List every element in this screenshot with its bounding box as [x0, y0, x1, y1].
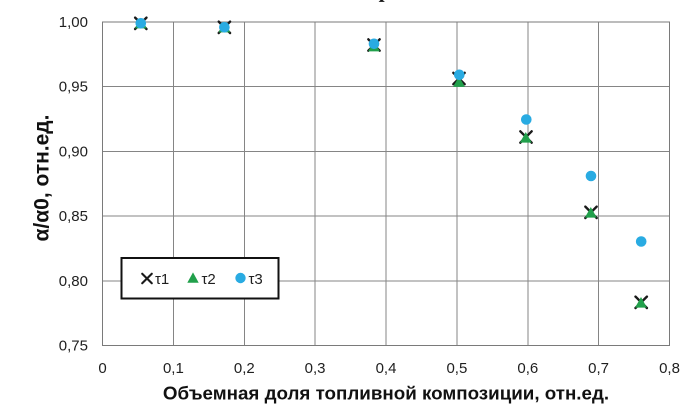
svg-text:0,90: 0,90	[59, 143, 88, 160]
svg-text:0,3: 0,3	[305, 360, 326, 377]
svg-text:0,75: 0,75	[59, 338, 88, 355]
svg-text:1,00: 1,00	[59, 14, 88, 31]
svg-text:0,8: 0,8	[659, 360, 680, 377]
svg-text:0,5: 0,5	[446, 360, 467, 377]
svg-text:0,1: 0,1	[163, 360, 184, 377]
svg-text:0,6: 0,6	[517, 360, 538, 377]
svg-text:0,2: 0,2	[234, 360, 255, 377]
svg-text:τ3: τ3	[249, 271, 263, 288]
svg-text:α/α0, отн.ед.: α/α0, отн.ед.	[31, 115, 54, 242]
svg-text:0,4: 0,4	[376, 360, 397, 377]
svg-text:0,85: 0,85	[59, 208, 88, 225]
svg-text:0,80: 0,80	[59, 273, 88, 290]
svg-text:0: 0	[98, 360, 106, 377]
svg-text:τ1: τ1	[155, 271, 169, 288]
svg-text:τ2: τ2	[202, 271, 216, 288]
svg-text:0,95: 0,95	[59, 79, 88, 96]
svg-text:0,7: 0,7	[588, 360, 609, 377]
svg-text:Объемная доля топливной композ: Объемная доля топливной композиции, отн.…	[163, 383, 609, 404]
